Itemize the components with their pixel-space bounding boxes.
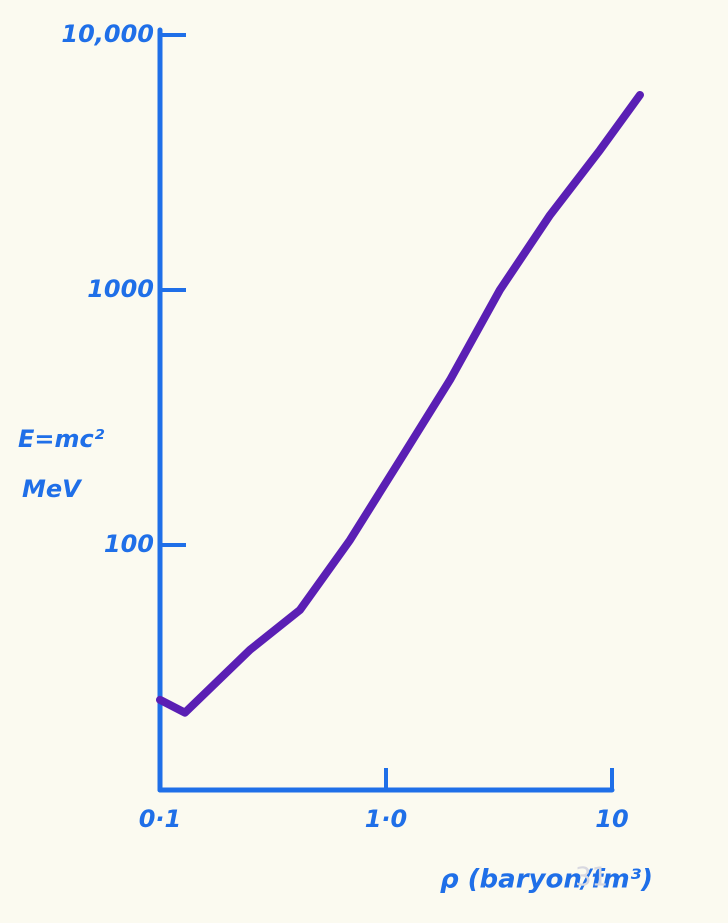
y-tick-label: 10,000 <box>61 20 154 48</box>
chart: ρ (baryon/fm³) E=mc² MeV 31 100 1000 10,00… <box>0 0 728 923</box>
y-axis-label: E=mc² <box>18 425 105 453</box>
x-tick-label: 1·0 <box>365 805 408 833</box>
y-tick-label: 100 <box>104 530 154 558</box>
y-axis-unit: MeV <box>22 475 83 503</box>
x-tick-label: 10 <box>595 805 628 833</box>
data-line <box>160 95 640 713</box>
page-number: 31 <box>575 863 608 893</box>
x-tick-label: 0·1 <box>139 805 182 833</box>
x-axis-label: ρ (baryon/fm³) <box>440 865 653 895</box>
y-tick-label: 1000 <box>87 275 154 303</box>
